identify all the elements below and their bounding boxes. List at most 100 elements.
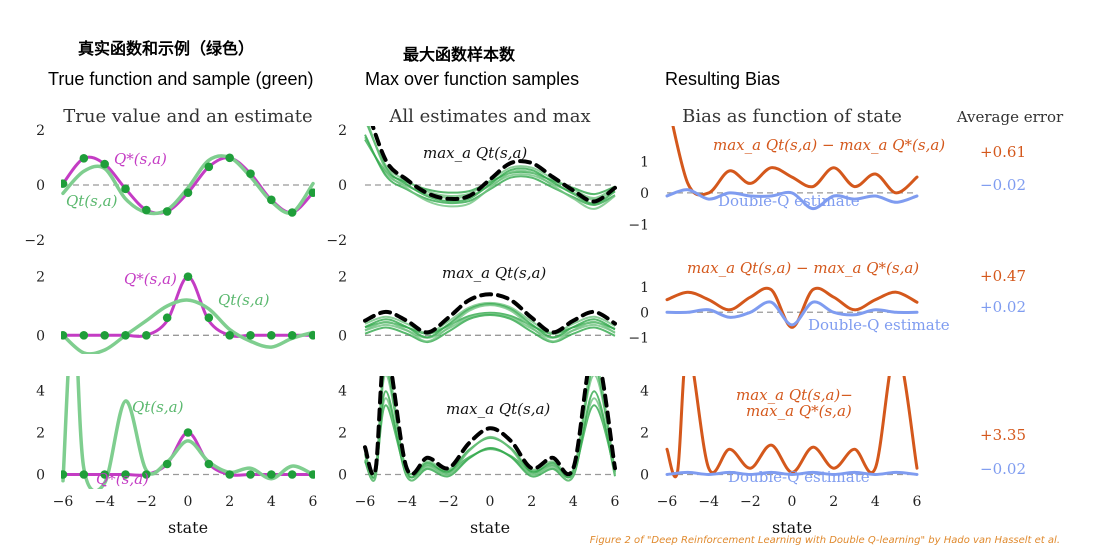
x-tick-label: 2: [225, 494, 234, 510]
y-tick-label: 0: [36, 328, 45, 344]
sample-dot: [79, 154, 89, 163]
bias-line: [671, 126, 919, 197]
y-tick-label: 2: [338, 123, 347, 139]
y-tick-label: 2: [36, 426, 45, 442]
sample-dot: [287, 331, 297, 340]
y-tick-label: −2: [24, 233, 45, 249]
panel-r3c3: 0 2 4 −6 −4 −2 0 2 4 6: [640, 376, 922, 510]
x-tick-label: −2: [740, 494, 761, 510]
sample-dot: [142, 470, 151, 479]
max-line: [363, 376, 617, 477]
y-tick-label: 4: [36, 384, 45, 400]
estimate-sample-line: [364, 302, 616, 339]
y-tick-label: −2: [326, 233, 347, 249]
panel-r1c3: −1 0 1: [628, 126, 919, 233]
x-tick-label: 6: [309, 494, 318, 510]
estimate-sample-line: [364, 313, 616, 344]
estimate-sample-line: [364, 134, 616, 206]
sample-dot: [183, 188, 193, 197]
r3-label-bias-2: max_a Q*(s,a): [746, 402, 852, 420]
x-tick-label: −6: [657, 494, 678, 510]
r2-label-estimate: Qt(s,a): [218, 291, 270, 309]
xlabel-col3: state: [772, 518, 812, 537]
x-tick-label: −4: [396, 494, 417, 510]
x-tick-label: 6: [611, 494, 620, 510]
plot-area: [363, 292, 617, 344]
r1-label-bias: max_a Qt(s,a) − max_a Q*(s,a): [713, 136, 945, 154]
y-tick-label: 2: [36, 123, 45, 139]
y-tick-label: 0: [640, 305, 649, 321]
r2-label-max: max_a Qt(s,a): [442, 264, 546, 282]
max-line: [363, 292, 617, 335]
col2-header-cn: 最大函数样本数: [403, 45, 516, 64]
plot-area: [363, 376, 617, 482]
sample-dot: [100, 159, 109, 169]
x-tick-label: −4: [94, 494, 115, 510]
plot-area: [61, 376, 315, 489]
sample-dot: [246, 169, 255, 179]
panel-r2c3: −1 0 1: [628, 280, 919, 346]
col2-header-en: Max over function samples: [365, 69, 579, 89]
r3-label-estimate: Qt(s,a): [132, 398, 184, 416]
y-tick-label: −1: [628, 217, 649, 233]
y-tick-label: −1: [628, 330, 649, 346]
y-tick-label: 2: [338, 270, 347, 286]
sample-dot: [100, 331, 109, 340]
sample-dot: [142, 331, 151, 340]
figure-caption: Figure 2 of "Deep Reinforcement Learning…: [590, 535, 1060, 546]
sample-dot: [267, 331, 276, 340]
sample-dot: [79, 331, 89, 340]
x-tick-label: 2: [829, 494, 838, 510]
x-tick-label: 0: [486, 494, 495, 510]
sample-dot: [183, 428, 193, 437]
panel-r2c1: 02: [36, 270, 315, 354]
r2-label-true: Q*(s,a): [124, 270, 177, 288]
panel-title-col4: Average error: [956, 108, 1064, 126]
r3-error-doubleq: −0.02: [980, 460, 1026, 478]
y-tick-label: 0: [640, 468, 649, 484]
bias-line: [665, 376, 919, 478]
y-tick-label: 0: [36, 468, 45, 484]
x-tick-label: 0: [788, 494, 797, 510]
panel-r3c1: 0 2 4 −6 −4 −2 0 2 4 6: [36, 376, 318, 510]
x-tick-label: −2: [136, 494, 157, 510]
double-q-line: [665, 188, 919, 211]
panel-r1c1: −2 0 2: [24, 123, 315, 249]
bias-line: [665, 286, 919, 329]
r2-label-bias: max_a Qt(s,a) − max_a Q*(s,a): [687, 259, 919, 277]
x-tick-label: 6: [913, 494, 922, 510]
sample-dot: [162, 207, 172, 216]
r3-label-doubleq: Double-Q estimate: [728, 468, 870, 486]
plot-area: [364, 126, 617, 210]
sample-dot: [204, 162, 214, 172]
x-tick-label: 0: [184, 494, 193, 510]
sample-dot: [162, 313, 172, 323]
r1-label-max: max_a Qt(s,a): [423, 144, 527, 162]
estimate-sample-line: [364, 304, 616, 343]
estimate-sample-line: [364, 301, 616, 334]
col3-header-en: Resulting Bias: [665, 69, 780, 89]
y-tick-label: 4: [338, 384, 347, 400]
sample-dot: [225, 470, 234, 479]
xlabel-col1: state: [168, 518, 208, 537]
x-tick-label: 4: [871, 494, 880, 510]
col1-header-en: True function and sample (green): [48, 69, 313, 89]
sample-dot: [162, 459, 172, 469]
y-tick-label: 0: [338, 328, 347, 344]
sample-dot: [225, 331, 234, 340]
r2-label-doubleq: Double-Q estimate: [808, 316, 950, 334]
sample-dot: [121, 331, 130, 340]
y-tick-label: 0: [36, 178, 45, 194]
y-tick-label: 2: [36, 270, 45, 286]
sample-dot: [246, 331, 255, 340]
true-function-line: [61, 275, 315, 338]
y-tick-label: 0: [640, 186, 649, 202]
panel-r3c2: 0 2 4 −6 −4 −2 0 2 4 6: [338, 376, 620, 510]
sample-dot: [183, 272, 193, 281]
sample-dot: [287, 208, 297, 217]
r3-label-bias-1: max_a Qt(s,a)−: [736, 386, 853, 404]
col1-header-cn: 真实函数和示例（绿色）: [78, 39, 254, 58]
sample-dot: [308, 188, 315, 197]
